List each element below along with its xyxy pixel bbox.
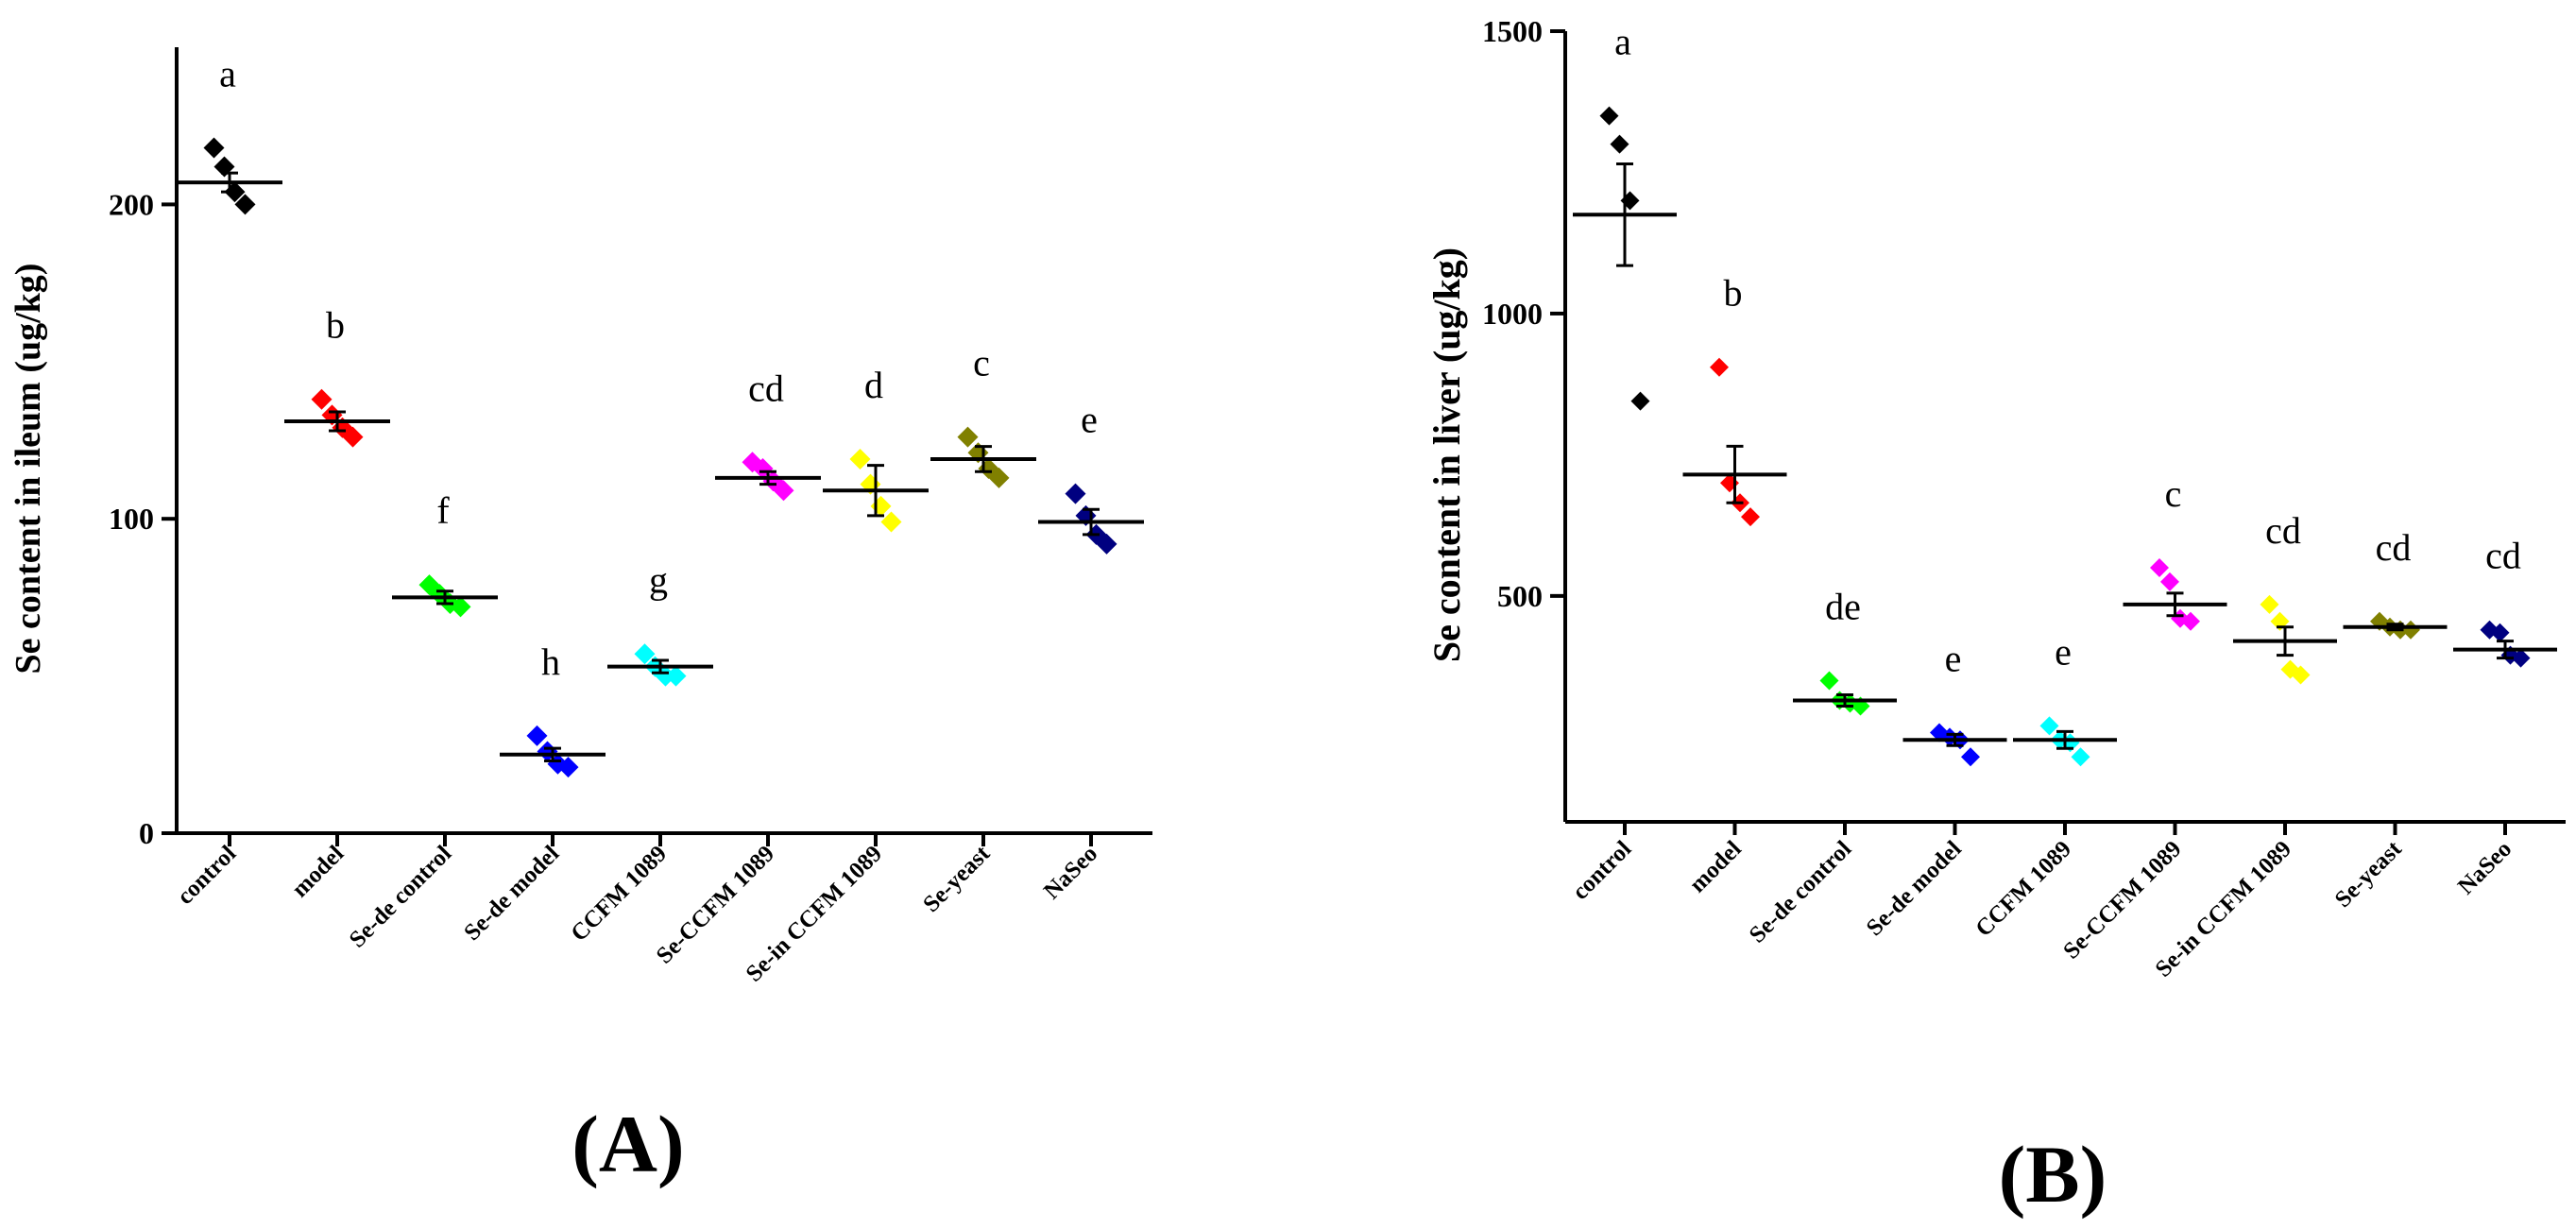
data-point xyxy=(2511,648,2531,668)
x-tick-label: model xyxy=(1684,836,1746,897)
significance-letter: e xyxy=(2055,630,2072,673)
significance-letter: c xyxy=(2165,472,2182,515)
x-tick-label: Se-de control xyxy=(345,841,456,952)
data-point xyxy=(1065,483,1086,504)
panel-b-chart: 500 1000 1500 Se content in liver (ug/kg) co… xyxy=(1425,14,2566,1220)
data-point xyxy=(849,448,871,469)
y-tick-label: 0 xyxy=(139,816,154,850)
y-tick-label: 100 xyxy=(109,502,154,536)
x-tick-label: model xyxy=(287,841,349,902)
data-point xyxy=(2150,557,2169,577)
y-tick-label: 1500 xyxy=(1482,14,1543,48)
data-point xyxy=(1599,106,1619,126)
significance-letter: e xyxy=(1081,399,1098,441)
data-point xyxy=(1610,134,1629,154)
significance-letter: a xyxy=(219,52,236,94)
data-point xyxy=(2490,623,2510,642)
significance-letter: f xyxy=(436,489,450,532)
data-point xyxy=(870,495,892,517)
significance-letter: a xyxy=(1614,21,1631,63)
y-axis-label: Se content in liver (ug/kg) xyxy=(1425,248,1468,662)
y-tick-label: 1000 xyxy=(1482,297,1543,331)
data-point xyxy=(880,511,902,533)
panel-a-chart: 0 100 200 Se content in ileum (ug/kg) contro… xyxy=(9,47,1152,1189)
panel-label: (B) xyxy=(1999,1129,2107,1220)
y-tick-label: 500 xyxy=(1497,579,1543,613)
data-point xyxy=(665,665,687,687)
data-point xyxy=(1096,533,1117,555)
x-tick-label: Se-de model xyxy=(1862,836,1967,941)
significance-letter: cd xyxy=(2485,535,2521,577)
y-axis-label: Se content in ileum (ug/kg) xyxy=(9,264,48,674)
x-tick-label: CCFM 1089 xyxy=(1970,836,2076,942)
x-tick-label: CCFM 1089 xyxy=(566,841,672,947)
x-tick-label: control xyxy=(1567,836,1636,905)
x-tick-label: Se-de model xyxy=(459,841,564,946)
data-point xyxy=(2039,716,2059,736)
data-point xyxy=(450,596,471,618)
y-tick-label: 200 xyxy=(109,187,154,221)
x-tick-label: Se-yeast xyxy=(918,841,995,917)
data-point xyxy=(1741,507,1760,527)
data-point xyxy=(957,426,979,448)
data-point xyxy=(2291,665,2311,685)
significance-letter: h xyxy=(541,640,560,683)
significance-letter: g xyxy=(649,558,668,601)
data-point xyxy=(2071,747,2090,767)
data-point xyxy=(1819,671,1839,691)
x-tick-label: Se-yeast xyxy=(2330,836,2407,913)
data-point xyxy=(2260,594,2279,614)
x-tick-label: Se-de control xyxy=(1745,836,1856,947)
significance-letter: b xyxy=(326,304,345,347)
data-point xyxy=(1961,747,1980,767)
data-point xyxy=(526,725,548,746)
significance-letter: b xyxy=(1724,272,1743,315)
data-point xyxy=(557,757,579,778)
data-point xyxy=(342,426,364,448)
x-tick-label: control xyxy=(172,841,241,910)
significance-letter: cd xyxy=(748,367,784,409)
significance-letter: cd xyxy=(2265,509,2301,552)
x-tick-label: Se-CCFM 1089 xyxy=(2058,836,2186,964)
data-point xyxy=(1710,357,1729,377)
x-tick-label: NaSeo xyxy=(1039,841,1102,904)
significance-letter: de xyxy=(1825,586,1861,628)
data-point xyxy=(2160,572,2179,591)
data-point xyxy=(1630,391,1650,411)
x-tick-label: NaSeo xyxy=(2453,836,2516,899)
data-point xyxy=(234,194,256,215)
data-point xyxy=(203,137,225,159)
data-point xyxy=(2181,611,2200,631)
significance-letter: c xyxy=(973,342,990,384)
panel-label: (A) xyxy=(571,1099,684,1189)
data-point xyxy=(988,467,1010,488)
significance-letter: d xyxy=(864,364,883,406)
data-point xyxy=(2401,620,2420,640)
significance-letter: e xyxy=(1945,638,1962,680)
data-point xyxy=(634,643,656,665)
significance-letter: cd xyxy=(2376,526,2412,569)
data-point xyxy=(773,480,794,502)
data-point xyxy=(311,388,333,410)
